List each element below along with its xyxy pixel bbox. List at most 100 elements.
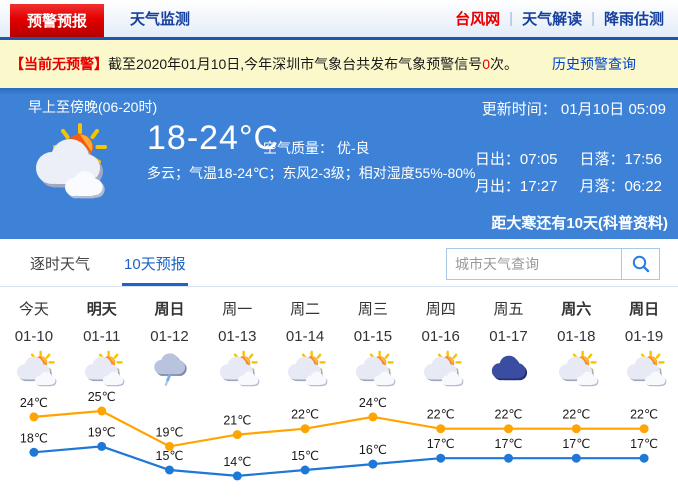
temp-point xyxy=(97,441,107,451)
temp-label: 15℃ xyxy=(291,449,319,463)
day-date: 01-15 xyxy=(353,328,393,345)
day-name: 周一 xyxy=(222,301,253,318)
day-date: 01-14 xyxy=(285,328,325,345)
temperature-range: 18-24°C xyxy=(147,119,280,157)
light-rain-icon xyxy=(136,350,204,390)
temp-label: 22℃ xyxy=(427,408,455,422)
day-name: 周日 xyxy=(154,301,185,318)
nav-separator: | xyxy=(509,10,514,27)
air-quality: 空气质量： 优-良 xyxy=(263,138,370,158)
temp-point xyxy=(436,453,446,463)
current-weather-panel: 早上至傍晚(06-20时) 18-24°C 空气质量： 优-良 xyxy=(0,88,678,239)
day-date: 01-12 xyxy=(150,328,189,345)
forecast-day-column: 周二 01-14 xyxy=(271,298,339,390)
forecast-day-column: 周四 01-16 xyxy=(407,298,475,390)
partly-cloudy-icon xyxy=(0,350,68,390)
air-quality-value: 优-良 xyxy=(336,140,370,156)
temp-point xyxy=(300,465,310,475)
day-date: 01-19 xyxy=(624,328,664,345)
temp-label: 19℃ xyxy=(156,425,184,439)
temp-label: 17℃ xyxy=(495,437,523,451)
forecast-day-column: 周日 01-12 xyxy=(136,298,204,390)
update-time-label: 更新时间： xyxy=(481,101,557,118)
day-name: 明天 xyxy=(86,301,117,318)
day-date: 01-13 xyxy=(218,328,257,345)
sun-moon-item: 月出：17:27 xyxy=(474,178,558,195)
partly-cloudy-icon xyxy=(339,350,407,390)
sun-moon-times: 日出：07:05 日落：17:56 月出：17:27 月落：06:22 xyxy=(475,148,662,196)
ten-day-grid: 今天 01-10 明天 01-11 xyxy=(0,287,678,387)
temp-point xyxy=(504,424,513,434)
temp-label: 18℃ xyxy=(20,431,48,445)
temp-point xyxy=(639,424,649,434)
temp-line-高温 xyxy=(33,409,645,448)
partly-cloudy-icon xyxy=(610,350,678,390)
temp-line-低温 xyxy=(33,445,645,478)
temp-point xyxy=(97,406,107,416)
forecast-tabbar: 逐时天气 10天预报 xyxy=(0,239,678,287)
search-button[interactable] xyxy=(621,249,659,279)
day-date: 01-17 xyxy=(489,328,528,345)
tab-hourly-weather[interactable]: 逐时天气 xyxy=(30,256,91,273)
day-name: 周五 xyxy=(493,301,524,318)
temp-point xyxy=(232,430,242,440)
temp-point xyxy=(504,453,513,463)
temperature-trend-chart: 24℃ 25℃ 19℃ 21℃ 22℃ 24℃ 22℃ 22℃ 22℃ 22℃ 18℃ 19℃ 15℃ 1… xyxy=(20,390,658,481)
temp-label: 25℃ xyxy=(88,390,116,404)
alert-badge: 【当前无预警】 xyxy=(10,56,108,72)
solar-term-note: 距大寒还有10天(科普资料) xyxy=(491,215,668,232)
nav-tab-weather-monitor[interactable]: 天气监测 xyxy=(130,11,191,28)
alert-text-suffix: 次。 xyxy=(489,56,518,72)
weather-description: 多云；气温18-24℃；东风2-3级；相对湿度55%-80% xyxy=(147,165,476,181)
temp-point xyxy=(232,471,242,481)
day-date: 01-18 xyxy=(557,328,596,345)
forecast-day-column: 周三 01-15 xyxy=(339,298,407,390)
day-name: 周六 xyxy=(561,301,592,318)
forecast-day-column: 周五 01-17 xyxy=(475,298,543,390)
nav-links: 台风网 | 天气解读 | 降雨估测 xyxy=(455,0,678,37)
temp-point xyxy=(29,447,39,457)
temp-label: 22℃ xyxy=(291,408,319,422)
nav-link-weather-explained[interactable]: 天气解读 xyxy=(522,11,583,28)
nav-link-rain-estimate[interactable]: 降雨估测 xyxy=(603,11,664,28)
temp-label: 19℃ xyxy=(88,425,116,439)
temp-label: 15℃ xyxy=(156,449,184,463)
update-time: 更新时间： 01月10日 05:09 xyxy=(482,98,666,119)
nav-tab-warning-forecast[interactable]: 预警预报 xyxy=(10,4,105,37)
partly-cloudy-icon xyxy=(22,121,118,212)
temp-point xyxy=(29,412,39,422)
day-date: 01-11 xyxy=(83,328,121,345)
partly-cloudy-icon xyxy=(203,350,271,390)
forecast-day-column: 周日 01-19 xyxy=(610,298,678,390)
nav-separator: | xyxy=(591,10,595,27)
partly-cloudy-icon xyxy=(271,350,339,390)
tab-ten-day-forecast[interactable]: 10天预报 xyxy=(122,239,188,286)
nav-link-typhoon[interactable]: 台风网 xyxy=(455,11,501,28)
temp-label: 22℃ xyxy=(495,408,523,422)
day-date: 01-10 xyxy=(14,328,54,345)
day-date: 01-16 xyxy=(421,328,460,345)
period-title: 早上至傍晚(06-20时) xyxy=(28,99,158,115)
forecast-day-column: 周六 01-18 xyxy=(542,298,610,390)
partly-cloudy-icon xyxy=(407,350,475,390)
alert-text: 截至2020年01月10日,今年深圳市气象台共发布气象预警信号 xyxy=(108,56,483,72)
temp-label: 22℃ xyxy=(630,408,658,422)
city-search-box xyxy=(446,248,660,280)
temp-label: 22℃ xyxy=(562,408,590,422)
temp-label: 21℃ xyxy=(223,414,251,428)
alert-count: 0 xyxy=(482,56,490,72)
day-name: 周日 xyxy=(629,301,660,318)
day-name: 今天 xyxy=(18,301,49,318)
magnifier-icon xyxy=(632,255,649,273)
forecast-day-column: 周一 01-13 xyxy=(203,298,271,390)
temp-label: 17℃ xyxy=(630,437,658,451)
update-time-value: 01月10日 05:09 xyxy=(560,101,666,118)
temp-point xyxy=(571,424,581,434)
temp-label: 17℃ xyxy=(427,437,455,451)
alert-history-link[interactable]: 历史预警查询 xyxy=(551,56,636,72)
day-name: 周三 xyxy=(357,301,388,318)
forecast-day-column: 今天 01-10 xyxy=(0,298,68,390)
city-search-input[interactable] xyxy=(447,249,621,279)
temp-point xyxy=(436,424,446,434)
temp-point xyxy=(165,465,174,475)
